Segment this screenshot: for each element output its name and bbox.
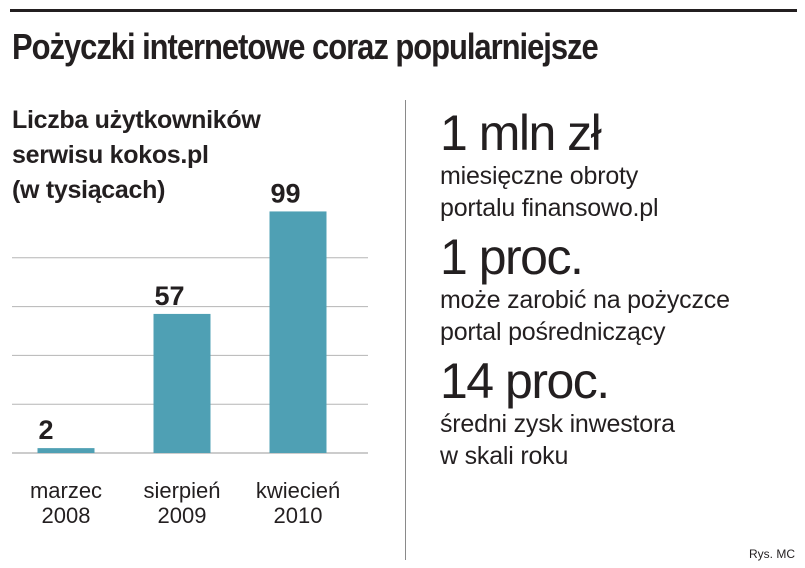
- stat-portal-commission: 1 proc. może zarobić na pożyczce portal …: [440, 230, 800, 348]
- stat-value: 1 mln zł: [440, 105, 602, 161]
- stat-desc-line: miesięczne obroty: [440, 162, 639, 190]
- vertical-divider: [405, 100, 406, 560]
- data-label: 57: [155, 281, 185, 311]
- stat-investor-return: 14 proc. średni zysk inwestora w skali r…: [440, 354, 800, 472]
- stat-desc-line: portal pośredniczący: [440, 318, 666, 346]
- stat-monthly-turnover: 1 mln zł miesięczne obroty portalu finan…: [440, 106, 800, 224]
- chart-title-line-3: (w tysiącach): [12, 176, 166, 204]
- data-label: 2: [39, 415, 54, 445]
- stat-value: 14 proc.: [440, 353, 610, 409]
- category-label: kwiecień: [256, 478, 340, 503]
- bar-2008: [37, 448, 95, 453]
- top-rule: [10, 9, 797, 12]
- bar-2010: [269, 211, 327, 453]
- category-label: 2008: [42, 503, 91, 528]
- chart-title-line-1: Liczba użytkowników: [12, 106, 261, 134]
- category-label: 2010: [274, 503, 323, 528]
- chart-title: Liczba użytkowników serwisu kokos.pl (w …: [12, 103, 261, 208]
- data-label: 99: [271, 178, 301, 208]
- category-label: 2009: [158, 503, 207, 528]
- stat-desc-line: średni zysk inwestora: [440, 410, 675, 438]
- credit: Rys. MC: [749, 547, 795, 561]
- stat-desc-line: może zarobić na pożyczce: [440, 286, 730, 314]
- stat-desc-line: portalu finansowo.pl: [440, 194, 659, 222]
- stat-desc-line: w skali roku: [440, 442, 569, 470]
- category-label: marzec: [30, 478, 102, 503]
- headline: Pożyczki internetowe coraz popularniejsz…: [12, 26, 599, 67]
- stat-value: 1 proc.: [440, 229, 584, 285]
- category-label: sierpień: [143, 478, 220, 503]
- chart-title-line-2: serwisu kokos.pl: [12, 141, 209, 169]
- stats-panel: 1 mln zł miesięczne obroty portalu finan…: [440, 106, 800, 472]
- bar-2009: [153, 313, 211, 453]
